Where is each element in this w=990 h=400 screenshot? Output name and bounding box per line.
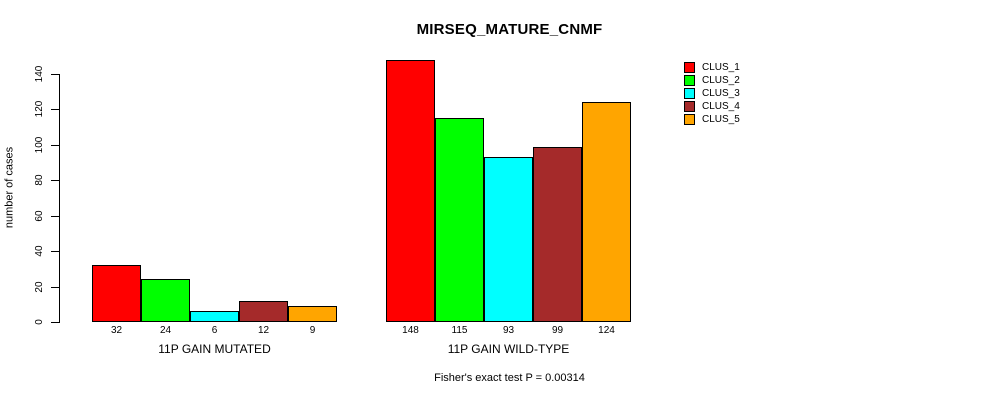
y-axis-tick (51, 251, 59, 252)
y-axis-tick-label: 0 (34, 319, 45, 325)
bar-value-label: 124 (598, 325, 615, 336)
y-axis-tick (51, 109, 59, 110)
y-axis-tick (51, 180, 59, 181)
y-axis-tick (51, 322, 59, 323)
y-axis-title: number of cases (3, 146, 16, 229)
bar-value-label: 32 (110, 325, 123, 336)
legend-item-clus-5: CLUS_5 (684, 113, 740, 126)
legend-item-label: CLUS_3 (702, 88, 740, 99)
y-axis-tick (51, 145, 59, 146)
bar-clus-4-11p-gain-wild-type (533, 147, 582, 322)
y-axis-tick-label: 80 (34, 174, 45, 186)
legend-swatch-icon (684, 114, 695, 125)
bar-clus-5-11p-gain-mutated (288, 306, 337, 322)
y-axis-tick (51, 74, 59, 75)
legend-item-clus-2: CLUS_2 (684, 74, 740, 87)
legend-swatch-icon (684, 88, 695, 99)
y-axis-tick (51, 287, 59, 288)
bar-clus-4-11p-gain-mutated (239, 301, 288, 322)
bar-value-label: 6 (211, 325, 218, 336)
legend-swatch-icon (684, 75, 695, 86)
bar-clus-3-11p-gain-mutated (190, 311, 239, 322)
group-label-11p-gain-mutated: 11P GAIN MUTATED (158, 342, 271, 356)
y-axis-tick-label: 140 (34, 65, 45, 83)
bar-clus-5-11p-gain-wild-type (582, 102, 631, 322)
y-axis-tick-label: 120 (34, 100, 45, 118)
bar-clus-3-11p-gain-wild-type (484, 157, 533, 322)
y-axis-tick-label: 100 (34, 136, 45, 154)
bar-value-label: 148 (402, 325, 419, 336)
bar-value-label: 12 (257, 325, 270, 336)
legend-item-clus-4: CLUS_4 (684, 100, 740, 113)
legend-item-clus-1: CLUS_1 (684, 61, 740, 74)
bar-value-label: 9 (309, 325, 316, 336)
y-axis-spine (59, 74, 60, 323)
y-axis-tick-label: 40 (34, 245, 45, 257)
annotation-text: Fisher's exact test P = 0.00314 (434, 372, 585, 384)
legend-swatch-icon (684, 101, 695, 112)
bar-clus-1-11p-gain-wild-type (386, 60, 435, 322)
y-axis-tick-label: 60 (34, 210, 45, 222)
legend: CLUS_1 CLUS_2 CLUS_3 CLUS_4 CLUS_5 (684, 61, 740, 126)
y-axis-tick (51, 216, 59, 217)
group-label-11p-gain-wild-type: 11P GAIN WILD-TYPE (447, 342, 570, 356)
bar-value-label: 99 (551, 325, 564, 336)
bar-value-label: 115 (451, 325, 468, 336)
legend-item-label: CLUS_4 (702, 101, 740, 112)
legend-item-label: CLUS_5 (702, 114, 740, 125)
bar-clus-2-11p-gain-wild-type (435, 118, 484, 322)
bar-clus-1-11p-gain-mutated (92, 265, 141, 322)
bar-clus-2-11p-gain-mutated (141, 279, 190, 322)
bar-value-label: 24 (159, 325, 172, 336)
legend-swatch-icon (684, 62, 695, 73)
legend-item-label: CLUS_1 (702, 62, 740, 73)
legend-item-clus-3: CLUS_3 (684, 87, 740, 100)
chart-title: MIRSEQ_MATURE_CNMF (416, 21, 603, 38)
y-axis-tick-label: 20 (34, 281, 45, 293)
legend-item-label: CLUS_2 (702, 75, 740, 86)
bar-value-label: 93 (502, 325, 515, 336)
